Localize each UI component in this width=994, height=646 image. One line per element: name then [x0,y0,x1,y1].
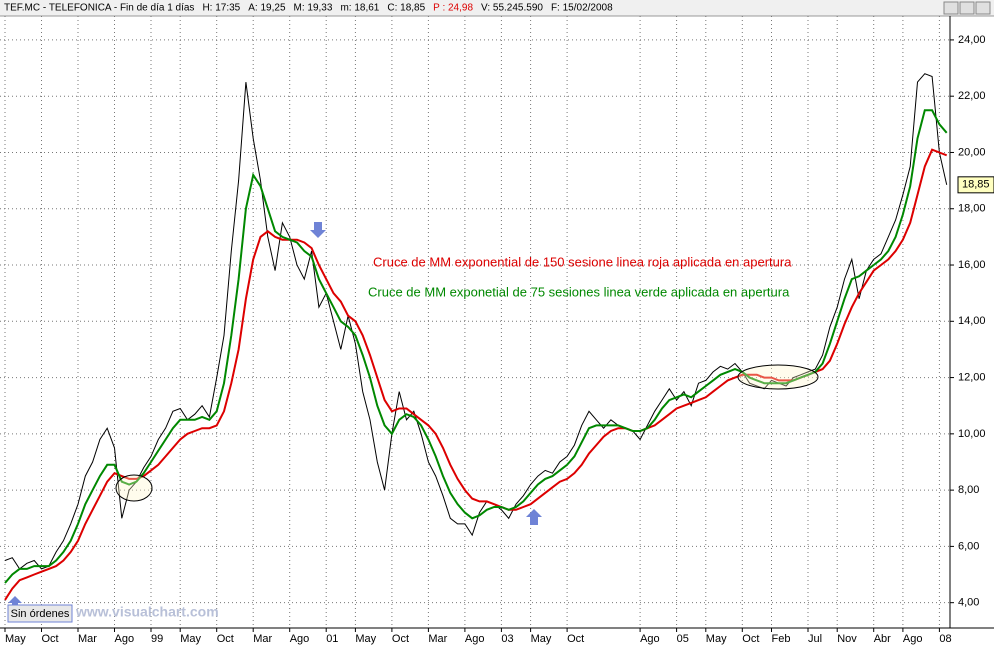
x-tick-label: Feb [772,633,791,645]
x-tick-label: May [531,633,552,645]
y-tick-label: 12,00 [958,371,986,383]
header-field: TEF.MC - TELEFONICA - Fin de día 1 días [4,3,194,14]
window-buttons[interactable] [943,1,991,15]
x-tick-label: 03 [501,633,513,645]
x-tick-label: Oct [742,633,759,645]
status-box [7,604,73,623]
y-tick-label: 18,00 [958,203,986,215]
x-tick-label: Mar [78,633,97,645]
header-field: C: 18,85 [387,3,425,14]
highlight-ellipse [115,474,153,502]
header-field: F: 15/02/2008 [551,3,613,14]
y-tick-label: 20,00 [958,146,986,158]
x-tick-label: Oct [392,633,409,645]
up-arrow [8,596,22,607]
x-tick-label: May [180,633,201,645]
x-tick-label: Ago [115,633,135,645]
x-tick-label: 08 [939,633,951,645]
grid [0,16,950,628]
x-tick-label: Oct [567,633,584,645]
y-tick-label: 6,00 [958,540,979,552]
y-tick-label: 14,00 [958,315,986,327]
moving-average-line [4,148,948,601]
x-tick-label: 99 [151,633,163,645]
highlight-ellipse [737,364,819,390]
header-field: m: 18,61 [340,3,379,14]
header-bar [0,0,994,16]
header-field: M: 19,33 [294,3,333,14]
maximize-button[interactable] [959,1,975,15]
down-arrow [310,222,326,238]
x-tick-label: Ago [465,633,485,645]
watermark: www.visualchart.com [75,604,219,620]
x-tick-label: Oct [217,633,234,645]
close-button[interactable] [975,1,991,15]
header-field: A: 19,25 [248,3,286,14]
minimize-button[interactable] [943,1,959,15]
x-tick-label: May [355,633,376,645]
x-tick-label: May [5,633,26,645]
x-tick-label: 01 [326,633,338,645]
y-tick-label: 22,00 [958,90,986,102]
x-tick-label: Oct [42,633,59,645]
x-tick-label: Abr [874,633,891,645]
annotation: Cruce de MM exponetial de 75 sesiones li… [368,284,790,299]
x-tick-label: May [706,633,727,645]
x-tick-label: Ago [903,633,923,645]
y-tick-label: 16,00 [958,259,986,271]
y-tick-label: 10,00 [958,428,986,440]
x-tick-label: Mar [253,633,272,645]
status: Sin órdenes [11,608,70,620]
lines [4,73,948,601]
x-tick-label: Ago [290,633,310,645]
header-field: H: 17:35 [202,3,240,14]
x-tick-label: Jul [808,633,822,645]
x-tick-label: Nov [837,633,857,645]
last-price-label: 18,85 [962,179,990,191]
moving-average-line [4,109,948,584]
x-tick-label: 05 [677,633,689,645]
header-field: V: 55.245.590 [481,3,543,14]
last-price-box [957,176,994,194]
y-tick-label: 4,00 [958,597,979,609]
annotation: Cruce de MM exponential de 150 sesione l… [373,254,792,269]
y-tick-label: 8,00 [958,484,979,496]
x-tick-label: Mar [428,633,447,645]
x-tick-label: Ago [640,633,660,645]
header-field: P : 24,98 [433,3,473,14]
y-tick-label: 24,00 [958,34,986,46]
up-arrow [526,509,542,525]
